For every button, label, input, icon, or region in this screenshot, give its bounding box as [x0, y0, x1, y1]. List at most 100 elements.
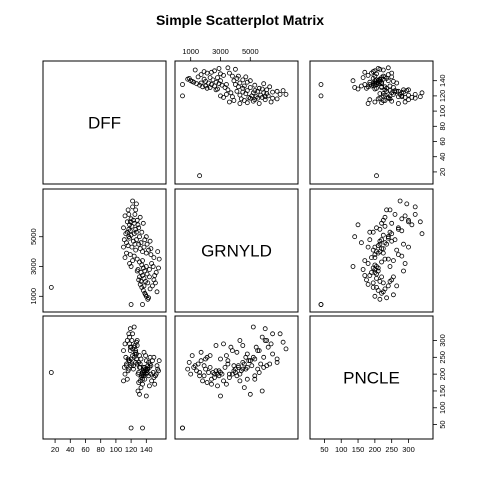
point-DFF-PNCLE-84 — [390, 85, 396, 90]
point-GRNYLD-PNCLE-47 — [365, 281, 371, 287]
point-PNCLE-DFF-22 — [130, 366, 136, 372]
point-GRNYLD-PNCLE-52 — [377, 296, 383, 302]
y-tick-label-PNCLE-100: 100 — [438, 402, 447, 415]
point-PNCLE-GRNYLD-67 — [252, 376, 258, 382]
point-DFF-GRNYLD-31 — [226, 70, 232, 76]
point-GRNYLD-DFF-89 — [136, 225, 142, 231]
point-GRNYLD-DFF-84 — [137, 274, 142, 280]
point-GRNYLD-PNCLE-20 — [385, 235, 391, 241]
point-PNCLE-GRNYLD-47 — [200, 378, 206, 384]
point-PNCLE-DFF-95 — [152, 373, 158, 379]
point-PNCLE-DFF-100 — [125, 356, 131, 362]
point-GRNYLD-PNCLE-76 — [365, 261, 371, 266]
point-GRNYLD-PNCLE-34 — [379, 259, 385, 265]
scatter-DFF-vs-GRNYLD — [180, 65, 289, 179]
point-DFF-GRNYLD-71 — [247, 85, 253, 90]
point-PNCLE-DFF-93 — [148, 363, 154, 369]
point-GRNYLD-DFF-58 — [131, 253, 137, 259]
point-GRNYLD-PNCLE-13 — [382, 223, 388, 229]
point-GRNYLD-PNCLE-98 — [372, 255, 378, 261]
point-PNCLE-DFF-102 — [133, 339, 139, 345]
point-DFF-PNCLE-105 — [385, 78, 391, 84]
x-tick-label-PNCLE-150: 150 — [352, 445, 365, 454]
point-DFF-PNCLE-101 — [397, 92, 403, 97]
point-DFF-PNCLE-106 — [389, 74, 395, 80]
point-GRNYLD-DFF-74 — [143, 264, 149, 269]
point-GRNYLD-PNCLE-89 — [374, 225, 379, 231]
point-GRNYLD-PNCLE-23 — [387, 229, 393, 235]
point-PNCLE-DFF-5 — [127, 334, 133, 340]
point-GRNYLD-PNCLE-31 — [369, 255, 374, 261]
point-PNCLE-GRNYLD-76 — [221, 378, 226, 384]
point-GRNYLD-DFF-95 — [152, 280, 158, 286]
point-PNCLE-DFF-106 — [147, 354, 153, 360]
point-GRNYLD-DFF-26 — [140, 249, 145, 255]
point-PNCLE-GRNYLD-49 — [194, 368, 200, 374]
point-PNCLE-GRNYLD-48 — [197, 373, 203, 379]
point-DFF-GRNYLD-28 — [231, 78, 237, 84]
point-GRNYLD-DFF-99 — [124, 250, 129, 256]
point-DFF-GRNYLD-45 — [201, 76, 207, 82]
scatter-DFF-vs-PNCLE — [318, 65, 425, 179]
point-GRNYLD-DFF-75 — [146, 267, 152, 272]
point-PNCLE-GRNYLD-63 — [240, 343, 246, 348]
point-GRNYLD-PNCLE-33 — [382, 256, 388, 262]
point-PNCLE-GRNYLD-14 — [261, 354, 267, 360]
panel-GRNYLD-GRNYLD — [174, 188, 299, 313]
point-DFF-PNCLE-87 — [417, 94, 423, 100]
point-GRNYLD-DFF-73 — [140, 258, 145, 264]
point-GRNYLD-DFF-53 — [147, 286, 153, 292]
point-GRNYLD-DFF-77 — [152, 273, 158, 278]
y-tick-label-PNCLE-300: 300 — [438, 334, 447, 347]
x-tick-label-PNCLE-200: 200 — [369, 445, 382, 454]
point-PNCLE-DFF-94 — [150, 370, 156, 375]
point-PNCLE-DFF-0 — [48, 370, 54, 375]
point-PNCLE-DFF-96 — [156, 368, 161, 374]
point-GRNYLD-PNCLE-56 — [372, 270, 378, 275]
point-PNCLE-GRNYLD-79 — [192, 363, 198, 369]
point-GRNYLD-DFF-0 — [48, 284, 54, 290]
point-PNCLE-GRNYLD-34 — [222, 364, 228, 370]
point-GRNYLD-PNCLE-46 — [364, 277, 369, 283]
point-GRNYLD-PNCLE-39 — [379, 274, 385, 280]
point-PNCLE-GRNYLD-24 — [240, 359, 246, 365]
point-PNCLE-DFF-67 — [124, 376, 130, 382]
point-PNCLE-DFF-9 — [121, 348, 126, 354]
point-DFF-PNCLE-71 — [352, 85, 358, 90]
point-PNCLE-GRNYLD-81 — [189, 353, 195, 359]
point-PNCLE-GRNYLD-64 — [237, 338, 243, 343]
point-PNCLE-GRNYLD-30 — [229, 371, 235, 377]
point-PNCLE-DFF-105 — [143, 358, 149, 364]
point-GRNYLD-DFF-4 — [124, 219, 130, 225]
point-GRNYLD-DFF-71 — [137, 234, 142, 240]
point-PNCLE-GRNYLD-21 — [249, 363, 255, 369]
point-DFF-PNCLE-76 — [365, 73, 371, 78]
point-DFF-GRNYLD-77 — [209, 69, 214, 75]
point-DFF-GRNYLD-82 — [198, 80, 204, 86]
point-PNCLE-DFF-77 — [152, 381, 158, 387]
y-tick-label-GRNYLD-5000: 5000 — [29, 228, 38, 245]
point-GRNYLD-PNCLE-83 — [387, 278, 393, 284]
point-DFF-GRNYLD-38 — [210, 77, 216, 83]
point-PNCLE-DFF-98 — [122, 371, 128, 377]
point-PNCLE-GRNYLD-97 — [237, 378, 243, 384]
point-PNCLE-GRNYLD-7 — [277, 331, 283, 337]
point-GRNYLD-PNCLE-74 — [350, 264, 356, 269]
x-tick-label-GRNYLD-3000: 3000 — [212, 47, 229, 56]
point-GRNYLD-PNCLE-72 — [358, 240, 364, 246]
point-DFF-GRNYLD-9 — [256, 101, 262, 106]
point-GRNYLD-PNCLE-8 — [392, 211, 398, 217]
point-PNCLE-GRNYLD-80 — [186, 359, 192, 365]
point-GRNYLD-PNCLE-78 — [385, 256, 391, 262]
point-DFF-PNCLE-1 — [318, 93, 324, 99]
point-GRNYLD-PNCLE-24 — [384, 241, 390, 247]
point-GRNYLD-DFF-70 — [135, 222, 141, 228]
point-GRNYLD-DFF-69 — [133, 207, 139, 213]
point-GRNYLD-DFF-59 — [130, 258, 136, 264]
point-PNCLE-GRNYLD-33 — [225, 361, 231, 367]
point-GRNYLD-DFF-88 — [131, 231, 137, 237]
y-tick-label-DFF-100: 100 — [438, 105, 447, 118]
point-GRNYLD-PNCLE-87 — [417, 219, 423, 225]
point-GRNYLD-DFF-92 — [144, 241, 150, 247]
